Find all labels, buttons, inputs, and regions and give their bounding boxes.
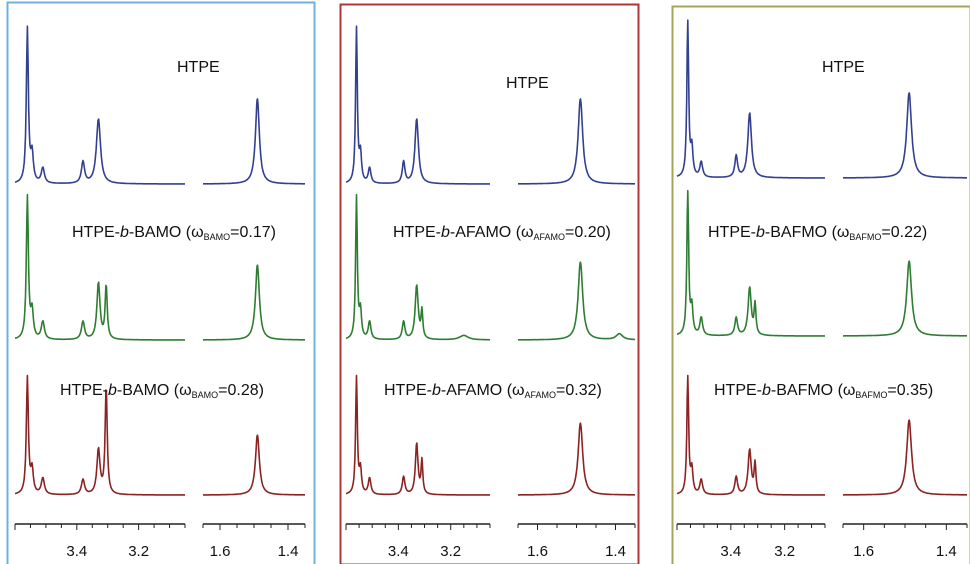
x-tick-label: 1.4: [605, 543, 626, 560]
label-text: -BAFMO (: [771, 382, 844, 399]
label-italic: b: [432, 382, 441, 399]
spectrum-trace: [843, 261, 967, 336]
x-tick-label: 1.6: [210, 543, 231, 560]
label-omega: ω: [521, 224, 534, 241]
spectrum-trace: [15, 26, 185, 184]
label-text: -BAMO (: [117, 382, 180, 399]
x-tick-label: 1.4: [278, 543, 299, 560]
series-label: HTPE-b-BAMO (ωBAMO=0.17): [72, 224, 276, 242]
spectrum-trace: [518, 262, 635, 340]
label-subscript: BAMO: [192, 390, 219, 400]
label-text: =0.22): [881, 224, 927, 241]
series-label: HTPE-b-BAFMO (ωBAFMO=0.35): [714, 382, 933, 400]
spectrum-trace: [346, 195, 490, 340]
label-text: -BAFMO (: [765, 224, 838, 241]
label-subscript: BAFMO: [855, 390, 887, 400]
label-omega: ω: [179, 382, 192, 399]
label-text: HTPE-: [393, 224, 441, 241]
spectrum-trace: [203, 265, 305, 340]
label-text: HTPE-: [714, 382, 762, 399]
spectrum-trace: [843, 93, 967, 178]
label-text: HTPE-: [384, 382, 432, 399]
x-tick-label: 3.2: [440, 543, 461, 560]
x-tick-label: 3.4: [66, 543, 87, 560]
spectrum-trace: [203, 99, 305, 184]
x-tick-label: 3.4: [720, 543, 741, 560]
label-omega: ω: [837, 224, 850, 241]
series-label: HTPE-b-AFAMO (ωAFAMO=0.20): [393, 224, 611, 242]
spectrum-trace: [677, 191, 825, 336]
series-label: HTPE-b-BAMO (ωBAMO=0.28): [60, 382, 264, 400]
series-label: HTPE: [177, 59, 220, 76]
label-text: =0.17): [230, 224, 276, 241]
label-italic: b: [756, 224, 765, 241]
label-text: =0.32): [556, 382, 602, 399]
series-label: HTPE-b-BAFMO (ωBAFMO=0.22): [708, 224, 927, 242]
spectrum-trace: [15, 195, 185, 340]
panel-frame: [673, 7, 970, 564]
label-text: =0.35): [887, 382, 933, 399]
spectrum-trace: [677, 20, 825, 178]
label-omega: ω: [843, 382, 856, 399]
x-tick-label: 3.2: [128, 543, 149, 560]
label-italic: b: [120, 224, 129, 241]
spectrum-trace: [346, 26, 490, 184]
label-omega: ω: [512, 382, 525, 399]
label-text: =0.28): [218, 382, 264, 399]
label-subscript: BAMO: [204, 232, 231, 242]
label-subscript: AFAMO: [525, 390, 557, 400]
x-tick-label: 1.4: [936, 543, 957, 560]
label-omega: ω: [191, 224, 204, 241]
spectrum-trace: [518, 99, 635, 184]
label-subscript: AFAMO: [534, 232, 566, 242]
label-italic: b: [441, 224, 450, 241]
spectrum-trace: [203, 435, 305, 495]
label-text: -BAMO (: [129, 224, 192, 241]
x-tick-label: 3.4: [388, 543, 409, 560]
label-text: =0.20): [565, 224, 611, 241]
label-text: HTPE-: [708, 224, 756, 241]
label-subscript: BAFMO: [849, 232, 881, 242]
label-italic: b: [108, 382, 117, 399]
label-text: -AFAMO (: [441, 382, 513, 399]
x-tick-label: 1.6: [853, 543, 874, 560]
label-text: -AFAMO (: [450, 224, 522, 241]
panel-frame: [341, 5, 639, 564]
spectrum-trace: [843, 420, 967, 495]
x-tick-label: 1.6: [527, 543, 548, 560]
series-label: HTPE-b-AFAMO (ωAFAMO=0.32): [384, 382, 602, 400]
panel-frame: [8, 3, 315, 564]
label-italic: b: [762, 382, 771, 399]
label-text: HTPE-: [60, 382, 108, 399]
series-label: HTPE: [822, 59, 865, 76]
spectrum-trace: [518, 423, 635, 495]
label-text: HTPE-: [72, 224, 120, 241]
series-label: HTPE: [506, 75, 549, 92]
x-tick-label: 3.2: [774, 543, 795, 560]
